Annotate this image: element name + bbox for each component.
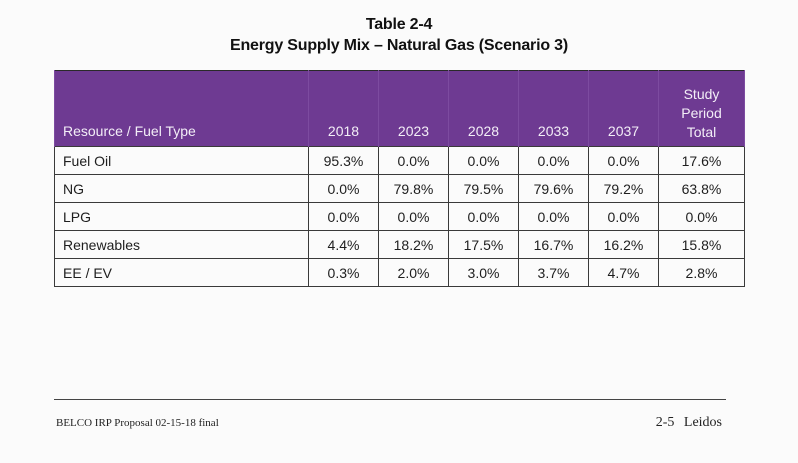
- header-2028: 2028: [448, 70, 519, 147]
- table-number: Table 2-4: [365, 16, 433, 33]
- table-row: EE / EV 0.3% 2.0% 3.0% 3.7% 4.7% 2.8%: [54, 258, 745, 287]
- row-label: Fuel Oil: [54, 146, 309, 175]
- header-2037: 2037: [588, 70, 659, 147]
- header-total-line-3: Total: [686, 124, 717, 140]
- cell-value: 4.4%: [308, 230, 379, 259]
- cell-value: 0.0%: [378, 202, 449, 231]
- row-label: LPG: [54, 202, 309, 231]
- cell-total: 63.8%: [658, 174, 745, 203]
- cell-value: 18.2%: [378, 230, 449, 259]
- row-label: NG: [54, 174, 309, 203]
- cell-value: 17.5%: [448, 230, 519, 259]
- cell-value: 0.0%: [448, 146, 519, 175]
- table-row: LPG 0.0% 0.0% 0.0% 0.0% 0.0% 0.0%: [54, 202, 745, 231]
- cell-value: 95.3%: [308, 146, 379, 175]
- header-study-period-total: Study Period Total: [658, 70, 745, 147]
- cell-total: 2.8%: [658, 258, 745, 287]
- cell-value: 0.0%: [308, 202, 379, 231]
- cell-value: 0.0%: [308, 174, 379, 203]
- header-2018: 2018: [308, 70, 379, 147]
- header-row: Resource / Fuel Type 2018 2023 2028 2033…: [54, 70, 745, 147]
- header-2033: 2033: [518, 70, 589, 147]
- row-label: Renewables: [54, 230, 309, 259]
- header-2023: 2023: [378, 70, 449, 147]
- cell-value: 0.0%: [518, 202, 589, 231]
- cell-value: 0.0%: [588, 146, 659, 175]
- cell-value: 3.7%: [518, 258, 589, 287]
- cell-value: 0.3%: [308, 258, 379, 287]
- row-label: EE / EV: [54, 258, 309, 287]
- cell-value: 79.6%: [518, 174, 589, 203]
- cell-value: 0.0%: [448, 202, 519, 231]
- cell-value: 4.7%: [588, 258, 659, 287]
- cell-total: 0.0%: [658, 202, 745, 231]
- cell-total: 17.6%: [658, 146, 745, 175]
- cell-value: 79.5%: [448, 174, 519, 203]
- cell-value: 16.2%: [588, 230, 659, 259]
- table-title-block: Table 2-4 Energy Supply Mix – Natural Ga…: [0, 14, 798, 56]
- cell-value: 79.8%: [378, 174, 449, 203]
- cell-value: 3.0%: [448, 258, 519, 287]
- header-total-line-1: Study: [683, 86, 720, 102]
- header-resource: Resource / Fuel Type: [54, 70, 309, 147]
- footer-divider: [54, 399, 726, 400]
- table-row: Renewables 4.4% 18.2% 17.5% 16.7% 16.2% …: [54, 230, 745, 259]
- footer-page-number: 2-5 Leidos: [655, 415, 722, 430]
- table-body: Fuel Oil 95.3% 0.0% 0.0% 0.0% 0.0% 17.6%…: [54, 146, 745, 287]
- cell-value: 79.2%: [588, 174, 659, 203]
- table-row: NG 0.0% 79.8% 79.5% 79.6% 79.2% 63.8%: [54, 174, 745, 203]
- cell-value: 2.0%: [378, 258, 449, 287]
- table-caption: Energy Supply Mix – Natural Gas (Scenari…: [230, 37, 568, 54]
- cell-value: 0.0%: [588, 202, 659, 231]
- table-row: Fuel Oil 95.3% 0.0% 0.0% 0.0% 0.0% 17.6%: [54, 146, 745, 175]
- cell-total: 15.8%: [658, 230, 745, 259]
- cell-value: 16.7%: [518, 230, 589, 259]
- header-total-line-2: Period: [681, 105, 722, 121]
- table-header: Resource / Fuel Type 2018 2023 2028 2033…: [54, 70, 745, 147]
- cell-value: 0.0%: [518, 146, 589, 175]
- cell-value: 0.0%: [378, 146, 449, 175]
- energy-supply-mix-table: Resource / Fuel Type 2018 2023 2028 2033…: [54, 70, 745, 287]
- footer-document-name: BELCO IRP Proposal 02-15-18 final: [56, 417, 219, 429]
